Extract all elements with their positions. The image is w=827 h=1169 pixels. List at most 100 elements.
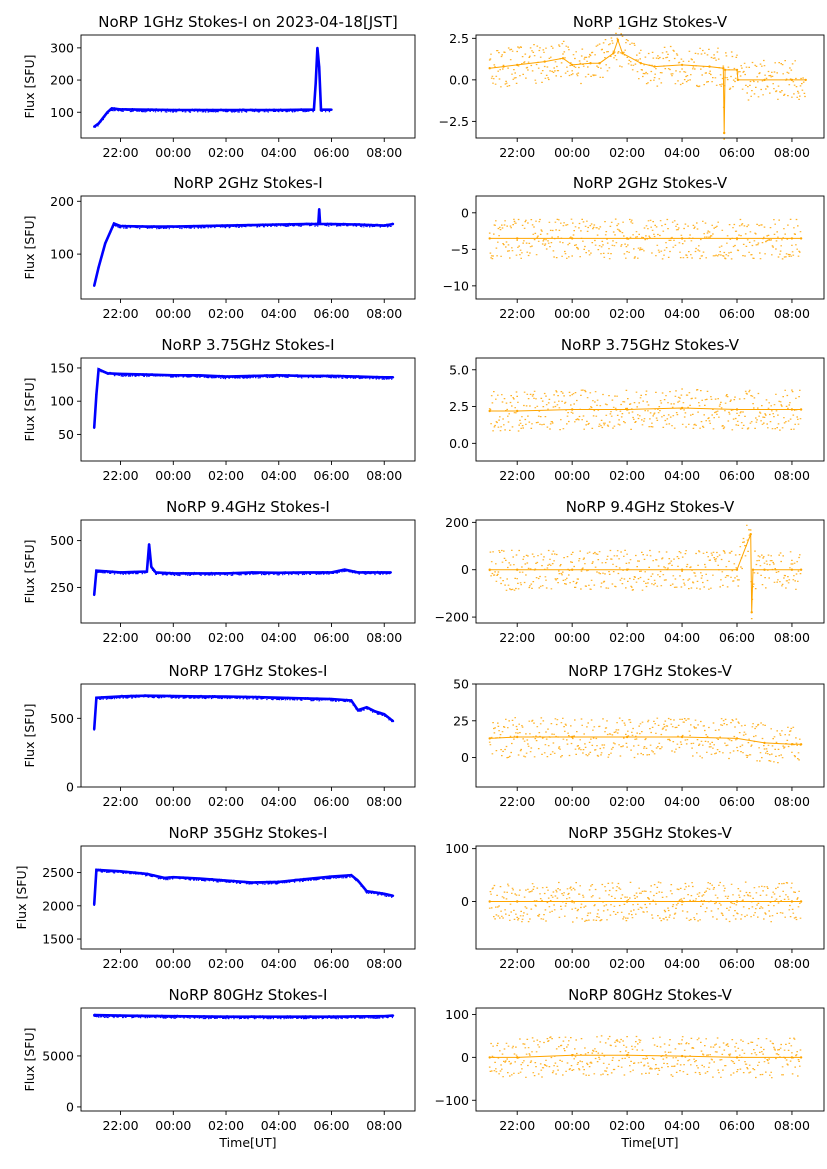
- data-point: [571, 1054, 574, 1057]
- data-point: [571, 408, 574, 411]
- x-tick-label: 22:00: [103, 1118, 139, 1133]
- data-point: [119, 571, 122, 574]
- data-point: [365, 706, 368, 709]
- data-point: [97, 368, 100, 371]
- x-tick-label: 22:00: [499, 794, 535, 809]
- y-tick-label: 1500: [42, 932, 74, 947]
- y-tick-label: 50: [453, 677, 469, 692]
- y-tick-label: −100: [435, 1093, 469, 1108]
- data-point: [312, 108, 316, 111]
- y-tick-label: −10: [443, 278, 469, 293]
- axes-frame: [475, 683, 825, 788]
- axes-frame: [80, 519, 416, 624]
- y-tick-label: 250: [50, 580, 74, 595]
- y-tick-label: 500: [50, 711, 74, 726]
- panel-5: NoRP 3.75GHz Stokes-V 0.0 2.5 5.0 22:00 00:00…: [449, 336, 825, 483]
- data-point: [330, 571, 333, 574]
- data-point: [516, 237, 519, 240]
- series-line-12-0: [94, 1013, 394, 1019]
- x-tick-label: 04:00: [261, 956, 297, 971]
- data-point: [150, 565, 153, 568]
- x-tick-label: 06:00: [719, 145, 755, 160]
- data-point: [119, 108, 122, 111]
- chart-title: NoRP 80GHz Stokes-V: [568, 986, 733, 1004]
- data-point: [172, 225, 175, 228]
- panel-13: NoRP 80GHz Stokes-V −100 0 100 22:00 00:00 02:…: [435, 986, 825, 1150]
- data-point: [93, 728, 96, 731]
- y-axis-label: Flux [SFU]: [22, 1028, 37, 1092]
- data-point: [723, 131, 726, 135]
- data-point: [95, 868, 98, 872]
- data-point: [303, 878, 307, 881]
- data-point: [751, 568, 755, 571]
- data-point: [625, 1054, 629, 1057]
- data-point: [516, 63, 519, 67]
- chart-title: NoRP 1GHz Stokes-V: [573, 13, 728, 31]
- data-point: [799, 743, 803, 746]
- x-tick-label: 04:00: [664, 794, 700, 809]
- axes-frame: [475, 357, 825, 462]
- y-tick-label: 50: [58, 427, 74, 442]
- y-tick-label: 100: [50, 394, 74, 409]
- data-point: [383, 571, 386, 574]
- x-tick-label: 04:00: [261, 468, 297, 483]
- series-band-11-0: [488, 881, 802, 923]
- data-point: [374, 891, 377, 894]
- data-point: [224, 572, 228, 575]
- data-point: [277, 108, 280, 112]
- data-point: [735, 237, 739, 240]
- x-tick-label: 02:00: [208, 306, 244, 321]
- data-point: [543, 60, 546, 63]
- chart-title: NoRP 35GHz Stokes-V: [568, 824, 733, 842]
- data-point: [356, 375, 360, 378]
- x-tick-label: 00:00: [155, 956, 191, 971]
- series-line-4-0: [92, 367, 393, 428]
- data-point: [277, 696, 280, 699]
- x-tick-label: 04:00: [664, 145, 700, 160]
- data-point: [93, 284, 96, 287]
- data-point: [303, 697, 307, 700]
- axes-frame: [475, 845, 825, 950]
- x-tick-label: 06:00: [313, 145, 349, 160]
- data-point: [516, 735, 519, 739]
- x-tick-label: 00:00: [554, 956, 590, 971]
- x-tick-label: 22:00: [103, 145, 139, 160]
- data-point: [516, 1056, 519, 1059]
- data-point: [391, 222, 395, 226]
- data-point: [95, 569, 98, 572]
- x-tick-label: 02:00: [208, 1118, 244, 1133]
- data-point: [277, 223, 280, 226]
- data-point: [790, 900, 794, 903]
- data-point: [488, 900, 491, 903]
- x-axis-label: Time[UT]: [218, 1135, 276, 1150]
- data-point: [110, 107, 114, 110]
- x-tick-label: 22:00: [499, 306, 535, 321]
- x-tick-label: 00:00: [155, 794, 191, 809]
- data-point: [97, 122, 100, 125]
- data-point: [224, 1015, 228, 1018]
- data-point: [488, 409, 491, 413]
- data-point: [763, 78, 766, 82]
- chart-title: NoRP 3.75GHz Stokes-V: [561, 336, 740, 354]
- data-point: [735, 1056, 739, 1059]
- x-tick-label: 06:00: [719, 956, 755, 971]
- data-point: [735, 408, 739, 411]
- x-tick-label: 04:00: [664, 306, 700, 321]
- x-tick-label: 06:00: [313, 468, 349, 483]
- x-tick-label: 02:00: [609, 306, 645, 321]
- panel-0: NoRP 1GHz Stokes-I on 2023-04-18[JST] 100…: [22, 13, 416, 160]
- panel-3: NoRP 2GHz Stokes-V −10 −5 0 22:00 00:00 02:00 0…: [443, 174, 825, 321]
- data-point: [318, 208, 321, 211]
- x-tick-label: 02:00: [609, 1118, 645, 1133]
- y-tick-label: 5.0: [449, 362, 469, 377]
- y-axis-label: Flux [SFU]: [22, 55, 37, 119]
- data-point: [790, 1056, 794, 1059]
- data-point: [799, 237, 803, 240]
- data-point: [317, 222, 320, 226]
- y-axis-label: Flux [SFU]: [22, 704, 37, 768]
- chart-title: NoRP 35GHz Stokes-I: [169, 824, 328, 842]
- x-tick-label: 08:00: [774, 145, 810, 160]
- data-point: [330, 875, 333, 878]
- axes-frame: [80, 357, 416, 462]
- data-point: [799, 900, 803, 903]
